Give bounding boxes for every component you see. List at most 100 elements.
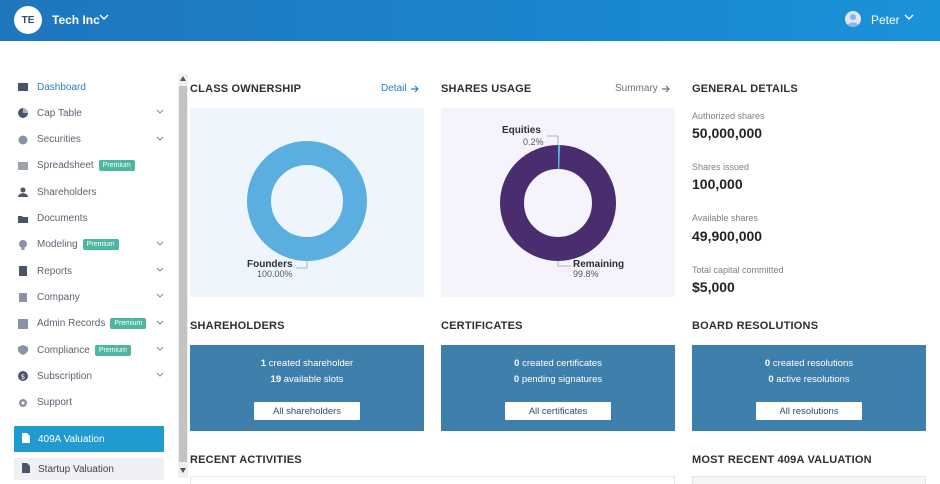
chevron-down-icon[interactable] <box>156 293 164 299</box>
pie-icon <box>18 108 28 119</box>
remaining-label: Remaining <box>573 259 625 270</box>
certificates-pending-line: 0 pending signatures <box>441 374 675 385</box>
chevron-down-icon[interactable] <box>156 267 164 273</box>
chevron-down-icon[interactable] <box>156 136 164 142</box>
shield-icon <box>18 345 28 355</box>
building-icon <box>18 292 28 303</box>
top-bar: TE Tech Inc Peter <box>0 0 940 41</box>
resolutions-active-text: active resolutions <box>773 374 850 385</box>
sidebar-item-label: Securities <box>37 134 81 146</box>
donut-slice-remaining[interactable] <box>500 145 616 261</box>
startup-valuation-label: Startup Valuation <box>38 463 114 475</box>
dollar-icon: $ <box>18 371 28 382</box>
gear-icon <box>18 398 28 408</box>
available-shares-label: Available shares <box>692 213 758 223</box>
donut-slice-founders[interactable] <box>247 141 367 261</box>
shareholders-card: 1 created shareholder 19 available slots… <box>190 345 424 431</box>
total-capital-value: $5,000 <box>692 279 735 295</box>
sidebar-item-label: Support <box>37 397 73 409</box>
sidebar-item-modeling[interactable]: Modeling Premium <box>18 235 168 255</box>
sidebar-item-admin-records[interactable]: Admin Records Premium <box>18 314 168 334</box>
summary-link[interactable]: Summary <box>615 83 671 94</box>
user-name[interactable]: Peter <box>871 13 900 27</box>
securities-icon <box>18 135 28 145</box>
sidebar-item-documents[interactable]: Documents <box>18 209 168 229</box>
shareholders-slots-line: 19 available slots <box>190 374 424 385</box>
general-details-title: GENERAL DETAILS <box>692 83 798 95</box>
sidebar-item-reports[interactable]: Reports <box>18 261 168 281</box>
sidebar-scrollbar[interactable] <box>178 74 188 478</box>
all-shareholders-button[interactable]: All shareholders <box>254 402 360 420</box>
detail-link-label: Detail <box>381 83 407 94</box>
sidebar-item-label: Cap Table <box>37 107 82 119</box>
sidebar-item-label: Shareholders <box>37 186 97 198</box>
sidebar-item-subscription[interactable]: $ Subscription <box>18 366 168 386</box>
409a-valuation-button[interactable]: 409A Valuation <box>14 426 164 452</box>
premium-badge: Premium <box>94 344 131 356</box>
arrow-right-icon <box>661 85 670 92</box>
409a-valuation-label: 409A Valuation <box>38 433 105 445</box>
class-ownership-donut <box>247 141 367 269</box>
report-icon <box>18 266 28 277</box>
spreadsheet-icon <box>18 161 28 171</box>
shares-issued-value: 100,000 <box>692 176 743 192</box>
company-avatar[interactable]: TE <box>14 6 42 34</box>
resolutions-created-line: 0 created resolutions <box>692 358 926 369</box>
equities-percent: 0.2% <box>523 137 544 147</box>
chevron-down-icon[interactable] <box>156 320 164 326</box>
recent-activities-panel <box>190 476 675 484</box>
sidebar-item-spreadsheet[interactable]: Spreadsheet Premium <box>18 156 168 176</box>
chevron-down-icon[interactable] <box>156 372 164 378</box>
folder-icon <box>18 214 28 224</box>
chevron-down-icon[interactable] <box>156 241 164 247</box>
class-ownership-chart-panel: Founders 100.00% <box>190 108 424 297</box>
shareholders-created-line: 1 created shareholder <box>190 358 424 369</box>
company-name[interactable]: Tech Inc <box>52 13 100 27</box>
sidebar-item-label: Dashboard <box>37 81 86 93</box>
sidebar-item-label: Admin Records <box>37 318 106 330</box>
certificates-title: CERTIFICATES <box>441 320 523 332</box>
svg-text:$: $ <box>21 373 25 381</box>
sidebar: Dashboard Cap Table Securities Spreadsheet P… <box>0 41 178 484</box>
recent-409a-title: MOST RECENT 409A VALUATION <box>692 454 872 466</box>
total-capital-label: Total capital committed <box>692 265 784 275</box>
chevron-down-icon[interactable] <box>904 13 914 21</box>
scroll-up-icon[interactable] <box>180 76 186 81</box>
shareholders-slots-text: available slots <box>281 374 344 385</box>
shareholders-created-text: created shareholder <box>266 358 354 369</box>
sidebar-item-company[interactable]: Company <box>18 287 168 307</box>
sidebar-item-cap-table[interactable]: Cap Table <box>18 103 168 123</box>
avatar[interactable] <box>845 11 861 27</box>
sidebar-item-securities[interactable]: Securities <box>18 130 168 150</box>
sidebar-item-label: Spreadsheet <box>37 160 94 172</box>
all-certificates-button[interactable]: All certificates <box>505 402 611 420</box>
certificates-card: 0 created certificates 0 pending signatu… <box>441 345 675 431</box>
detail-link[interactable]: Detail <box>381 83 420 94</box>
sidebar-item-compliance[interactable]: Compliance Premium <box>18 340 168 360</box>
recent-activities-title: RECENT ACTIVITIES <box>190 454 302 466</box>
scroll-thumb[interactable] <box>179 86 187 462</box>
equities-leader-line <box>547 135 559 145</box>
recent-409a-panel <box>692 476 926 484</box>
certificates-created-text: created certificates <box>519 358 602 369</box>
chevron-down-icon[interactable] <box>99 13 109 21</box>
startup-valuation-button[interactable]: Startup Valuation <box>14 458 164 480</box>
certificates-created-count: 0 <box>514 358 520 369</box>
all-resolutions-button[interactable]: All resolutions <box>756 402 862 420</box>
scroll-down-icon[interactable] <box>180 468 186 473</box>
chevron-down-icon[interactable] <box>156 109 164 115</box>
shareholders-slots-count: 19 <box>270 374 282 385</box>
sidebar-item-shareholders[interactable]: Shareholders <box>18 182 168 202</box>
available-shares-value: 49,900,000 <box>692 228 763 244</box>
sidebar-item-support[interactable]: Support <box>18 393 168 413</box>
certificates-created-line: 0 created certificates <box>441 358 675 369</box>
sidebar-item-label: Compliance <box>37 344 90 356</box>
remaining-percent: 99.8% <box>573 269 599 279</box>
premium-badge: Premium <box>98 160 135 172</box>
resolutions-created-count: 0 <box>764 358 771 369</box>
shares-usage-donut <box>500 135 616 267</box>
chevron-down-icon[interactable] <box>156 346 164 352</box>
sidebar-item-label: Reports <box>37 265 73 277</box>
equities-label: Equities <box>502 125 541 136</box>
sidebar-item-dashboard[interactable]: Dashboard <box>18 77 168 97</box>
